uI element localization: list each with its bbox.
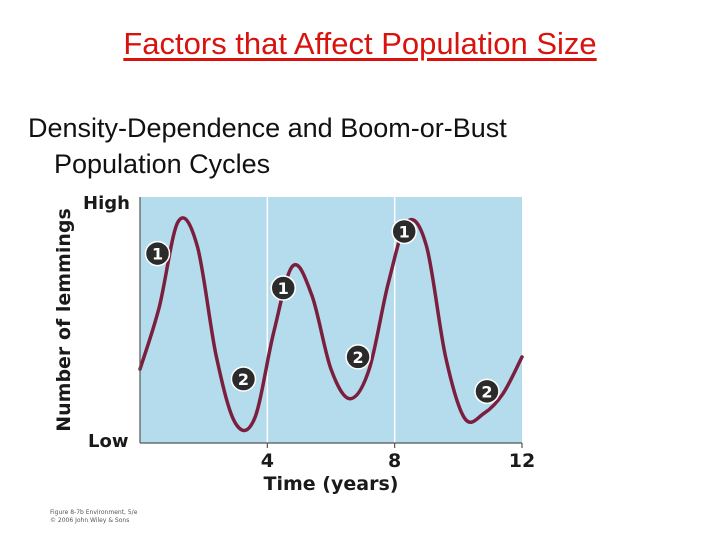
- phase-marker-label: 1: [399, 222, 410, 241]
- slide-title: Factors that Affect Population Size: [123, 26, 597, 61]
- x-axis-label: Time (years): [264, 473, 399, 495]
- x-tick-label: 12: [509, 450, 535, 472]
- phase-marker-label: 1: [278, 279, 289, 298]
- population-line: [138, 216, 524, 433]
- y-tick-label-low: Low: [88, 431, 128, 452]
- x-tick-label: 8: [388, 450, 401, 472]
- y-axis-label: Number of lemmings: [53, 208, 75, 432]
- y-tick-label-high: High: [83, 193, 130, 214]
- phase-marker-label: 2: [481, 382, 492, 401]
- phase-marker-circle: [230, 366, 257, 392]
- plot-area: [140, 197, 522, 443]
- phase-marker-circle: [345, 344, 371, 370]
- subtitle-line-2: Population Cycles: [54, 149, 271, 179]
- credit-line-2: © 2006 John Wiley & Sons: [50, 517, 129, 524]
- phase-marker-label: 2: [352, 348, 363, 367]
- subtitle-line-1: Density-Dependence and Boom-or-Bust: [28, 113, 507, 143]
- phase-markers: 1 2 1 2 1 2: [144, 218, 500, 405]
- slide-subtitle: Density-Dependence and Boom-or-Bust Popu…: [28, 110, 688, 182]
- phase-marker-label: 1: [152, 245, 163, 264]
- x-axis-ticks: 4 8 12: [261, 443, 535, 472]
- credit-line-1: Figure 8-7b Environment, 5/e: [50, 509, 138, 516]
- x-tick-label: 4: [261, 450, 274, 472]
- phase-marker-label: 2: [238, 370, 249, 389]
- phase-marker-circle: [391, 218, 417, 245]
- phase-marker-circle: [144, 240, 171, 267]
- phase-marker-circle: [474, 378, 500, 405]
- phase-marker-circle: [270, 275, 296, 301]
